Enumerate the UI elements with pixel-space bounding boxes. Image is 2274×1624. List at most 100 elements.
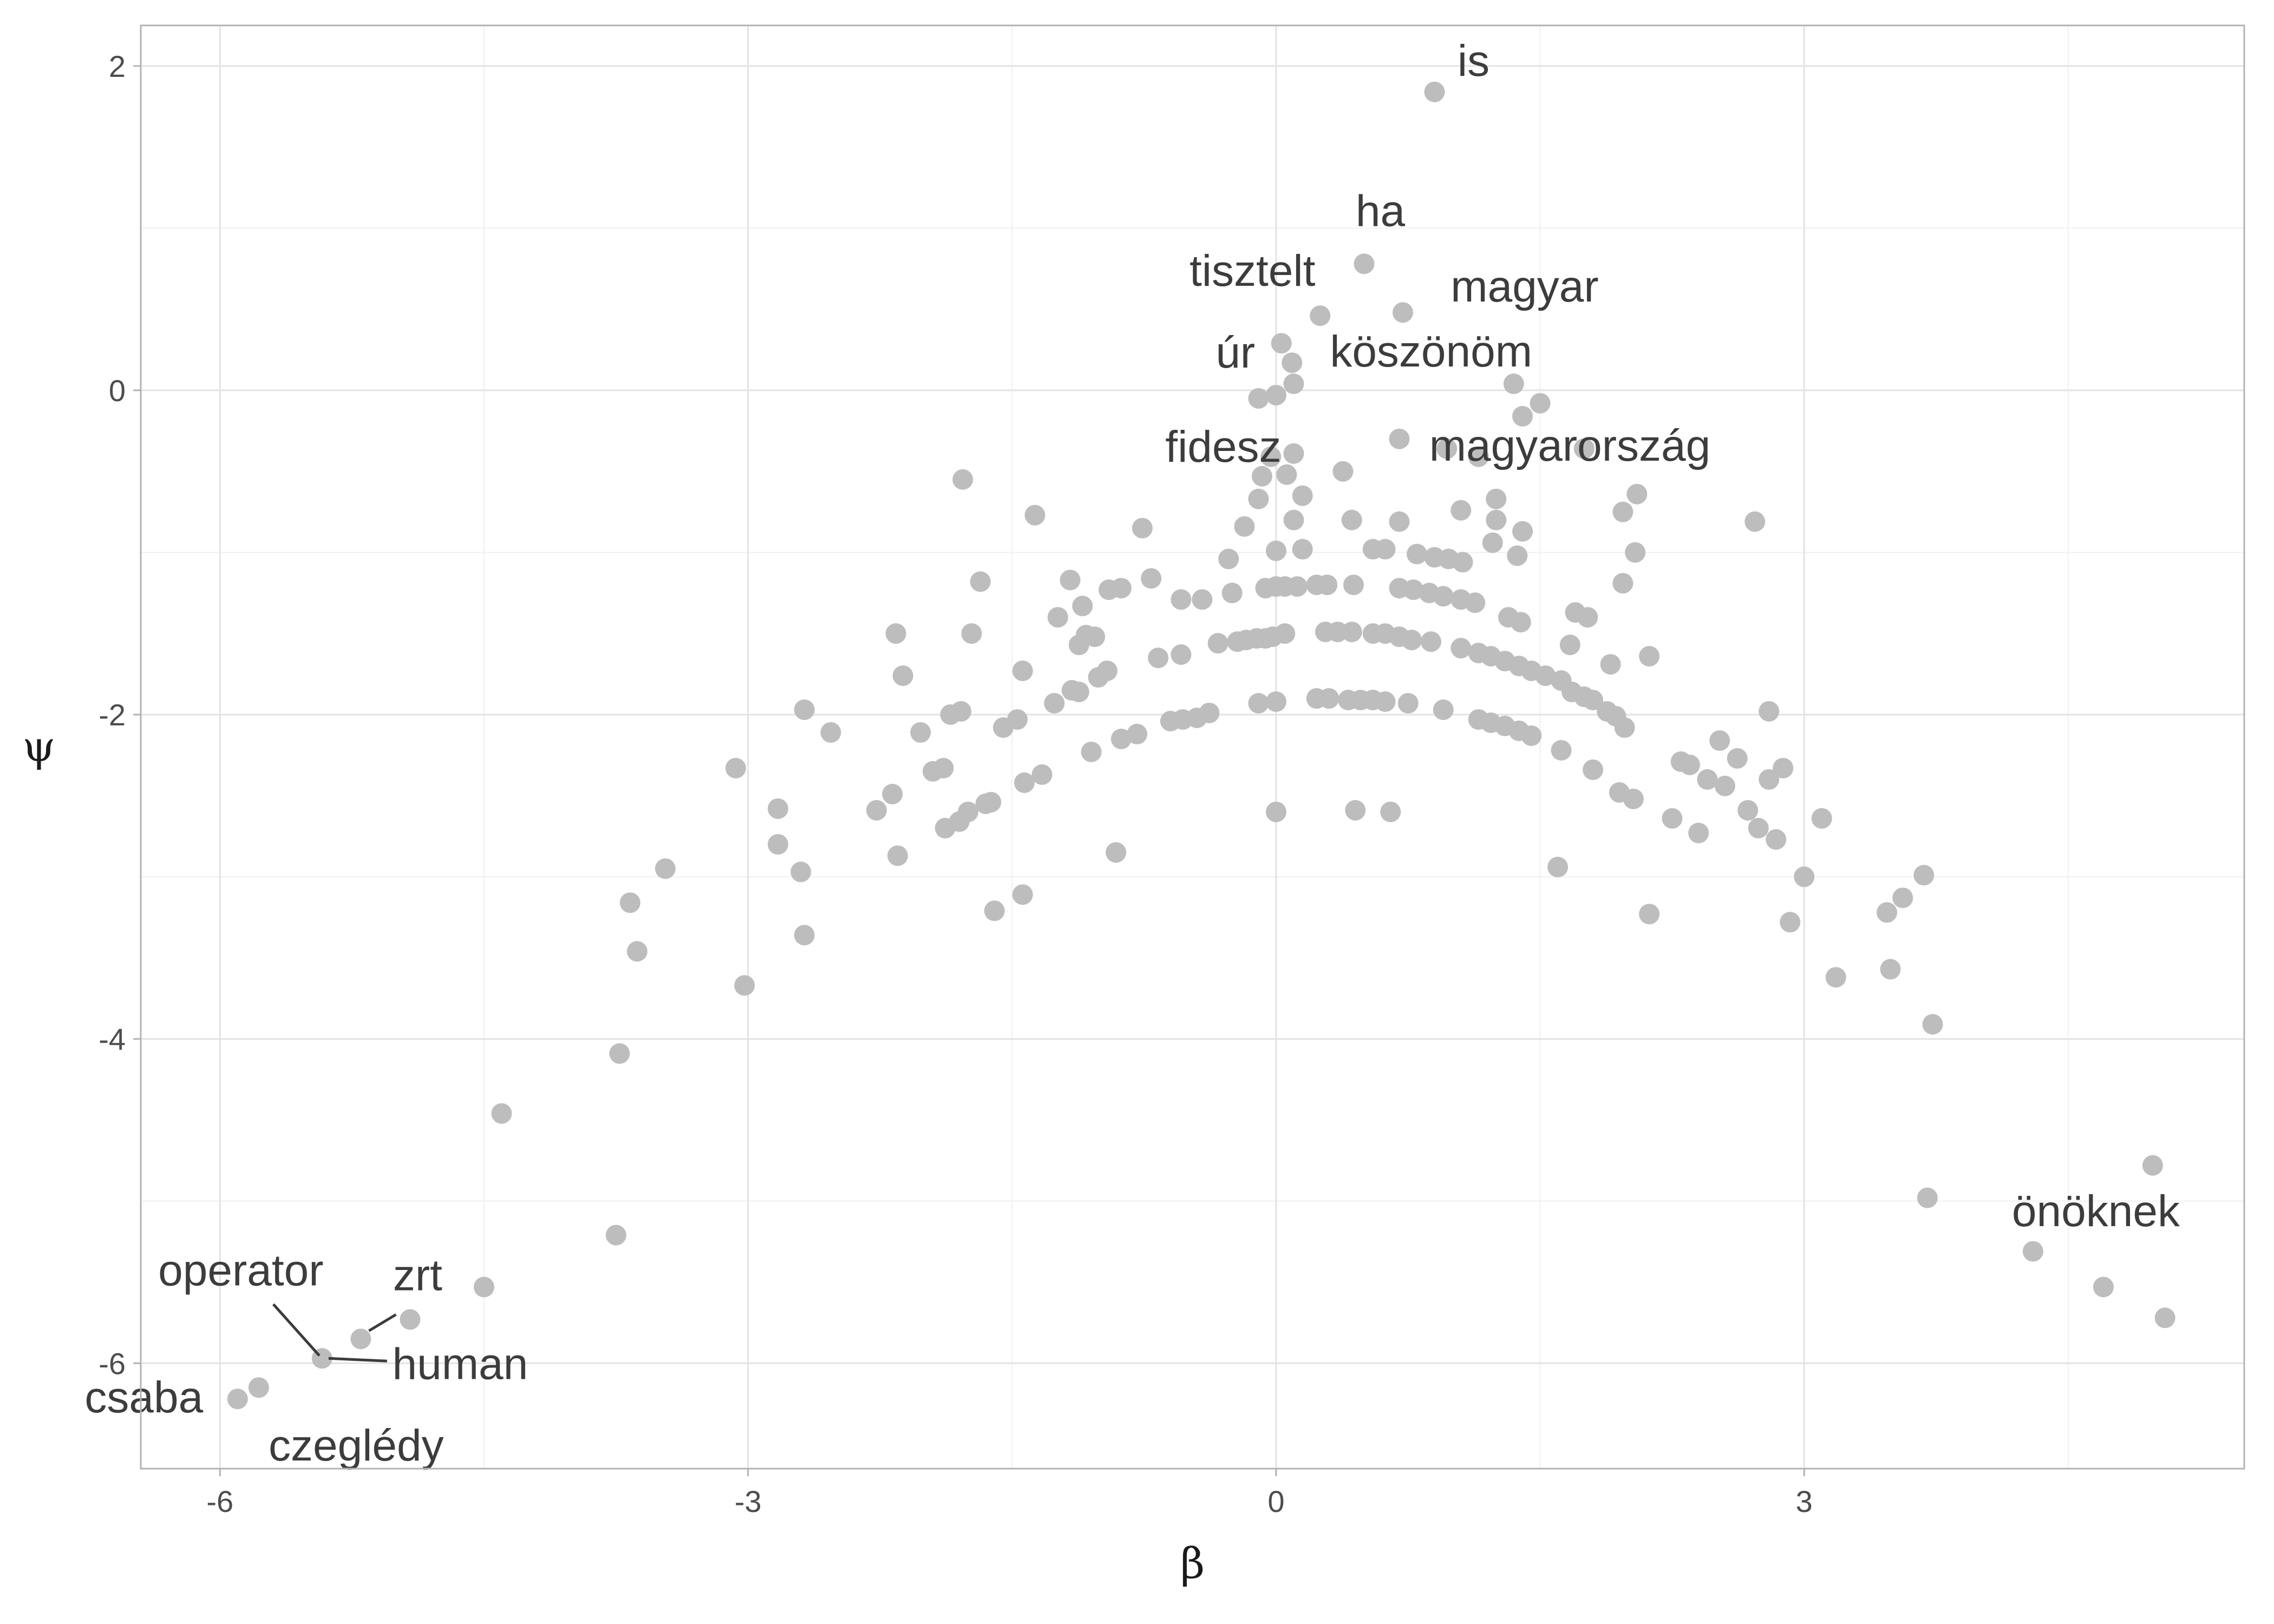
data-point	[1061, 680, 1082, 701]
data-point	[1468, 446, 1489, 467]
data-point	[882, 783, 903, 804]
data-point	[1626, 483, 1648, 505]
data-point	[1780, 912, 1801, 933]
point-label: operator	[158, 1246, 323, 1295]
data-point	[1403, 579, 1424, 600]
data-point	[1127, 724, 1148, 745]
data-point	[1714, 775, 1735, 796]
data-point	[1583, 759, 1604, 780]
data-point	[790, 861, 812, 882]
data-point	[1503, 374, 1524, 395]
data-point	[1354, 253, 1375, 274]
data-point	[1922, 1014, 1943, 1035]
data-point	[1271, 333, 1292, 354]
data-point	[1521, 725, 1542, 746]
data-point	[1024, 505, 1045, 526]
data-point	[1221, 582, 1243, 604]
data-point	[1662, 808, 1683, 829]
data-point	[892, 665, 913, 686]
data-point	[1688, 822, 1709, 843]
data-point	[619, 892, 641, 913]
point-label: csaba	[84, 1373, 203, 1422]
label-leader-line	[368, 1313, 397, 1332]
data-point	[767, 798, 788, 819]
data-point	[981, 791, 1002, 813]
data-point	[1110, 578, 1132, 599]
plot-panel	[141, 25, 2244, 1469]
data-point	[1332, 461, 1354, 482]
data-point	[935, 817, 956, 839]
data-point	[1450, 638, 1472, 659]
data-point	[1535, 665, 1556, 686]
data-point	[1766, 829, 1787, 850]
gridlines	[141, 25, 2244, 1469]
data-point	[1433, 699, 1454, 721]
data-point	[1389, 428, 1410, 449]
data-point	[885, 623, 906, 644]
data-point	[1573, 438, 1595, 459]
data-point	[1773, 757, 1794, 778]
point-label: úr	[1216, 328, 1255, 377]
data-point	[957, 801, 978, 822]
data-point	[1530, 392, 1551, 414]
data-point	[1512, 405, 1533, 427]
data-point	[1877, 902, 1898, 923]
data-point	[1044, 693, 1065, 714]
data-point	[1397, 693, 1419, 714]
data-point	[1825, 967, 1846, 988]
data-point	[655, 858, 676, 879]
data-point	[1283, 509, 1304, 531]
data-point	[1709, 730, 1730, 751]
point-label: czeglédy	[269, 1421, 444, 1470]
data-point	[626, 941, 648, 962]
data-point	[1310, 305, 1331, 326]
data-point	[984, 900, 1005, 921]
data-point	[1737, 800, 1759, 821]
data-point	[767, 834, 788, 855]
point-label: tisztelt	[1190, 246, 1316, 296]
data-point	[734, 975, 755, 996]
y-tick-label: 0	[109, 374, 126, 408]
data-point	[1317, 574, 1338, 595]
data-point	[1265, 691, 1286, 712]
data-point	[1110, 729, 1132, 750]
y-tick-label: -6	[99, 1346, 126, 1380]
data-point	[866, 800, 887, 821]
data-point	[1380, 801, 1401, 822]
data-point	[1623, 788, 1644, 809]
data-point	[609, 1043, 630, 1064]
data-point	[1547, 856, 1569, 878]
data-point	[1559, 634, 1580, 656]
data-point	[1389, 511, 1410, 532]
data-point	[1452, 552, 1473, 573]
data-point	[2142, 1155, 2163, 1176]
point-label: magyarország	[1429, 421, 1711, 470]
data-point	[1433, 586, 1454, 607]
x-axis-title: β	[1180, 1540, 1205, 1588]
data-point	[1260, 446, 1282, 467]
y-axis-title: ψ	[22, 723, 55, 771]
x-tick-label: -3	[735, 1484, 762, 1518]
data-point	[1031, 764, 1053, 785]
data-point	[1218, 548, 1239, 569]
data-point	[1072, 595, 1093, 617]
data-point	[1012, 884, 1033, 905]
data-point	[1248, 693, 1269, 714]
plot-border	[140, 24, 2245, 1470]
data-point	[1275, 623, 1296, 644]
data-point	[1614, 717, 1635, 738]
data-point	[1625, 542, 1646, 563]
data-point	[1292, 539, 1313, 560]
data-point	[1748, 817, 1769, 839]
data-point	[1600, 654, 1621, 675]
point-label: zrt	[393, 1250, 442, 1300]
data-point	[1375, 691, 1396, 712]
y-tick-label: -2	[99, 698, 126, 732]
point-label: köszönöm	[1330, 327, 1532, 376]
data-point	[1207, 633, 1229, 654]
data-point	[1265, 540, 1286, 561]
data-point	[1341, 621, 1362, 643]
data-point	[1248, 488, 1269, 509]
